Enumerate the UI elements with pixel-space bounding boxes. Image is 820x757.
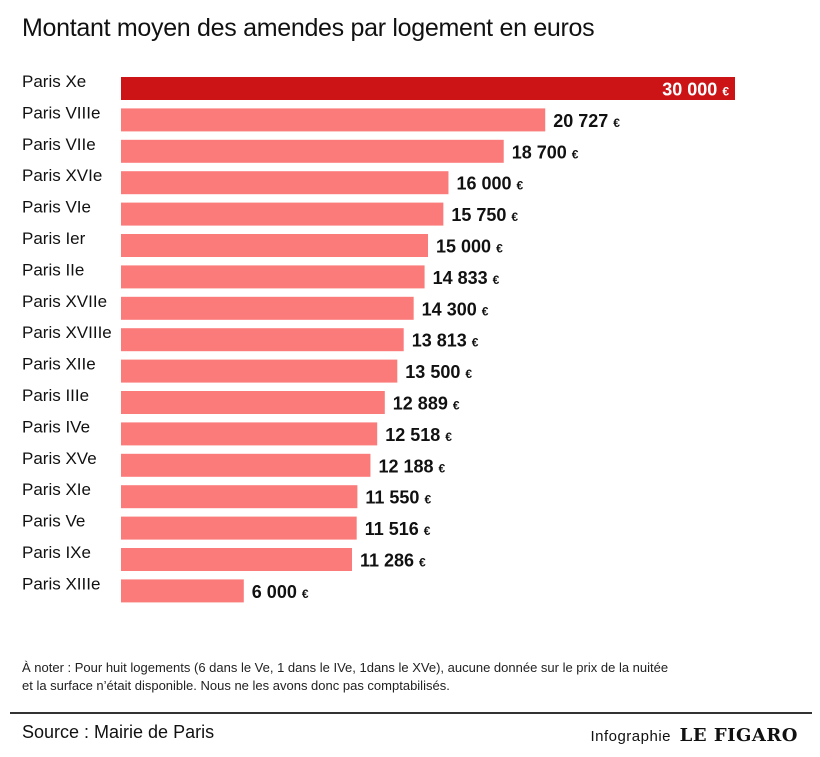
category-label: Paris XIe bbox=[22, 480, 91, 499]
bar bbox=[121, 234, 428, 257]
value-label: 14 300 € bbox=[422, 299, 489, 319]
value-label: 6 000 € bbox=[252, 582, 309, 602]
category-label: Paris XVIIe bbox=[22, 292, 107, 311]
value-label: 15 000 € bbox=[436, 237, 503, 257]
category-label: Paris XVe bbox=[22, 449, 97, 468]
bar bbox=[121, 359, 398, 383]
value-label: 18 700 € bbox=[512, 142, 579, 162]
value-label: 13 813 € bbox=[412, 331, 479, 351]
value-label: 20 727 € bbox=[553, 111, 620, 131]
bar bbox=[121, 391, 385, 414]
value-label: 13 500 € bbox=[405, 362, 472, 382]
category-label: Paris IVe bbox=[22, 417, 90, 436]
bar bbox=[121, 139, 504, 163]
category-label: Paris Ier bbox=[22, 229, 86, 248]
credit: Infographie LE FIGARO bbox=[590, 725, 798, 746]
footer-divider bbox=[10, 712, 812, 714]
source-label: Source : Mairie de Paris bbox=[22, 722, 215, 742]
bar bbox=[121, 265, 425, 289]
value-label: 16 000 € bbox=[456, 174, 523, 194]
category-label: Paris XIIIe bbox=[22, 574, 100, 593]
bar bbox=[121, 453, 371, 477]
value-label: 12 188 € bbox=[378, 456, 445, 476]
bar bbox=[121, 296, 414, 320]
bar bbox=[121, 202, 444, 226]
bar bbox=[121, 516, 357, 540]
value-label: 11 286 € bbox=[360, 551, 426, 571]
bar-highlight bbox=[121, 77, 735, 100]
category-label: Paris VIIe bbox=[22, 135, 96, 154]
bar bbox=[121, 171, 449, 195]
chart-note: À noter : Pour huit logements (6 dans le… bbox=[22, 659, 742, 695]
value-label: 11 550 € bbox=[365, 488, 431, 508]
bar bbox=[121, 548, 352, 571]
category-label: Paris VIe bbox=[22, 198, 91, 217]
category-label: Paris Ve bbox=[22, 512, 85, 531]
category-label: Paris XVIe bbox=[22, 166, 102, 185]
value-label: 11 516 € bbox=[365, 519, 431, 539]
category-label: Paris XIIe bbox=[22, 355, 96, 374]
category-label: Paris IIIe bbox=[22, 386, 89, 405]
value-label: 12 518 € bbox=[385, 425, 452, 445]
bar bbox=[121, 485, 358, 509]
category-label: Paris IIe bbox=[22, 260, 84, 279]
chart-title: Montant moyen des amendes par logement e… bbox=[22, 14, 595, 42]
value-label: 12 889 € bbox=[393, 394, 460, 414]
bar bbox=[121, 108, 546, 132]
value-label: 30 000 € bbox=[662, 80, 729, 100]
bar bbox=[121, 328, 404, 352]
note-line-2: et la surface n’était disponible. Nous n… bbox=[22, 678, 450, 693]
note-line-1: À noter : Pour huit logements (6 dans le… bbox=[22, 660, 669, 675]
bar bbox=[121, 422, 378, 446]
brand-logo: LE FIGARO bbox=[679, 725, 798, 746]
value-label: 15 750 € bbox=[451, 205, 518, 225]
category-label: Paris VIIIe bbox=[22, 103, 100, 122]
bar bbox=[121, 579, 244, 603]
category-label: Paris IXe bbox=[22, 543, 91, 562]
category-label: Paris Xe bbox=[22, 72, 86, 91]
credit-prefix: Infographie bbox=[590, 728, 671, 745]
bar-chart: Paris Xe 30 000 € Paris VIIIe 20 727 € Paris… bbox=[22, 72, 735, 603]
category-label: Paris XVIIIe bbox=[22, 323, 112, 342]
value-label: 14 833 € bbox=[433, 268, 500, 288]
